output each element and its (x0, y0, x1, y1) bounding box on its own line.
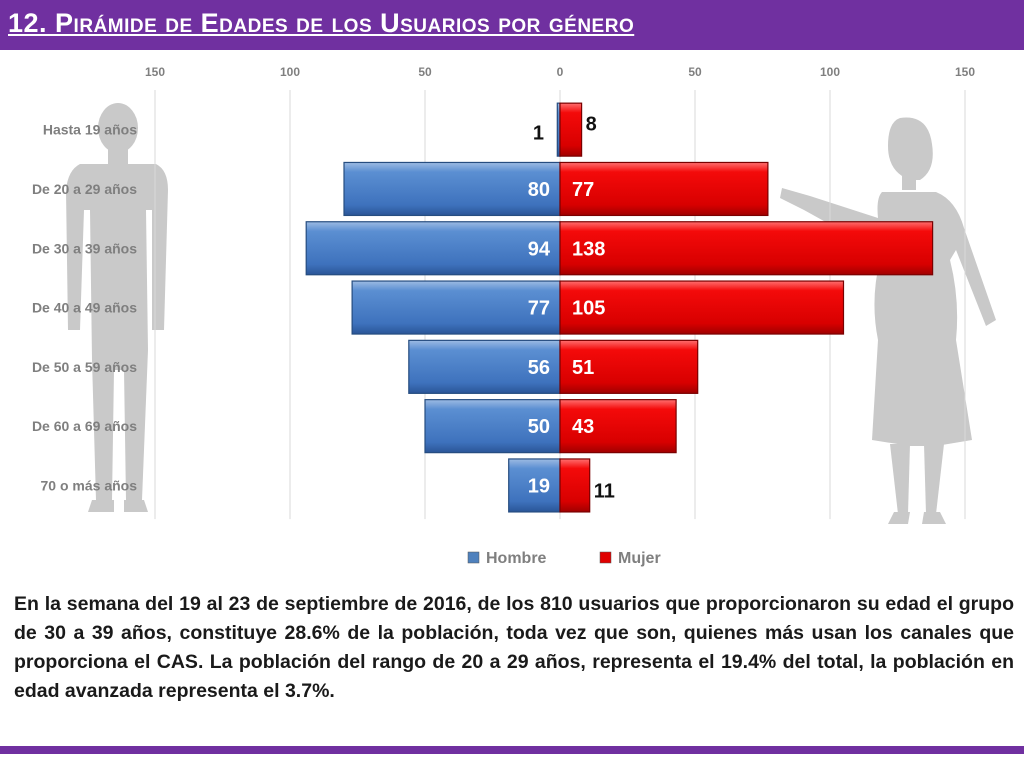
data-label-mujer: 51 (572, 357, 594, 379)
x-tick-label: 150 (955, 65, 975, 79)
data-label-hombre: 94 (528, 238, 551, 260)
footer-bar (0, 746, 1024, 754)
data-label-mujer: 77 (572, 179, 594, 201)
summary-paragraph: En la semana del 19 al 23 de septiembre … (14, 593, 1014, 702)
bar-hombre (508, 458, 561, 513)
data-label-mujer: 43 (572, 416, 594, 438)
bar-mujer (559, 161, 769, 217)
x-tick-label: 50 (418, 65, 432, 79)
data-label-hombre: 77 (528, 298, 550, 320)
category-label: De 30 a 39 años (32, 240, 137, 256)
bar-mujer (559, 102, 583, 157)
category-label: Hasta 19 años (43, 122, 137, 138)
category-label: De 60 a 69 años (32, 418, 137, 434)
x-tick-label: 100 (820, 65, 840, 79)
data-label-mujer: 11 (594, 480, 615, 502)
category-label: De 50 a 59 años (32, 359, 137, 375)
data-label-hombre: 1 (533, 123, 544, 145)
x-tick-label: 100 (280, 65, 300, 79)
female-silhouette-icon (780, 117, 996, 524)
data-label-mujer: 138 (572, 238, 605, 260)
bar-mujer (559, 339, 699, 394)
legend-swatch-mujer (599, 551, 612, 564)
legend-label-hombre: Hombre (486, 550, 547, 567)
category-label: 70 o más años (41, 477, 138, 493)
category-label: De 20 a 29 años (32, 181, 137, 197)
page-title: 12. Pirámide de Edades de los Usuarios p… (8, 8, 635, 38)
legend: Hombre Mujer (467, 550, 661, 567)
x-tick-label: 50 (688, 65, 702, 79)
x-tick-label: 0 (557, 65, 564, 79)
bar-hombre (351, 280, 561, 335)
bar-mujer (559, 458, 591, 513)
data-label-hombre: 56 (528, 357, 550, 379)
bar-hombre (424, 399, 561, 454)
data-label-mujer: 105 (572, 298, 605, 320)
bar-mujer (559, 280, 845, 335)
legend-swatch-hombre (467, 551, 480, 564)
x-axis: 150 100 50 0 50 100 150 (145, 65, 975, 79)
category-label: De 40 a 49 años (32, 300, 137, 316)
bar-hombre (408, 339, 561, 394)
data-label-hombre: 80 (528, 179, 550, 201)
male-silhouette-icon (66, 103, 168, 512)
title-bar: 12. Pirámide de Edades de los Usuarios p… (0, 0, 1024, 50)
bars (305, 102, 934, 513)
data-label-hombre: 19 (528, 475, 550, 497)
category-axis: Hasta 19 años De 20 a 29 años De 30 a 39 a… (32, 122, 137, 494)
legend-label-mujer: Mujer (618, 550, 661, 567)
x-tick-label: 150 (145, 65, 165, 79)
bar-mujer (559, 221, 934, 276)
data-label-mujer: 8 (586, 114, 597, 136)
data-label-hombre: 50 (528, 416, 550, 438)
data-labels: 1 8 80 77 94 138 77 105 56 51 50 43 19 11 (528, 114, 615, 503)
bar-hombre (305, 221, 561, 276)
bar-mujer (559, 399, 677, 454)
